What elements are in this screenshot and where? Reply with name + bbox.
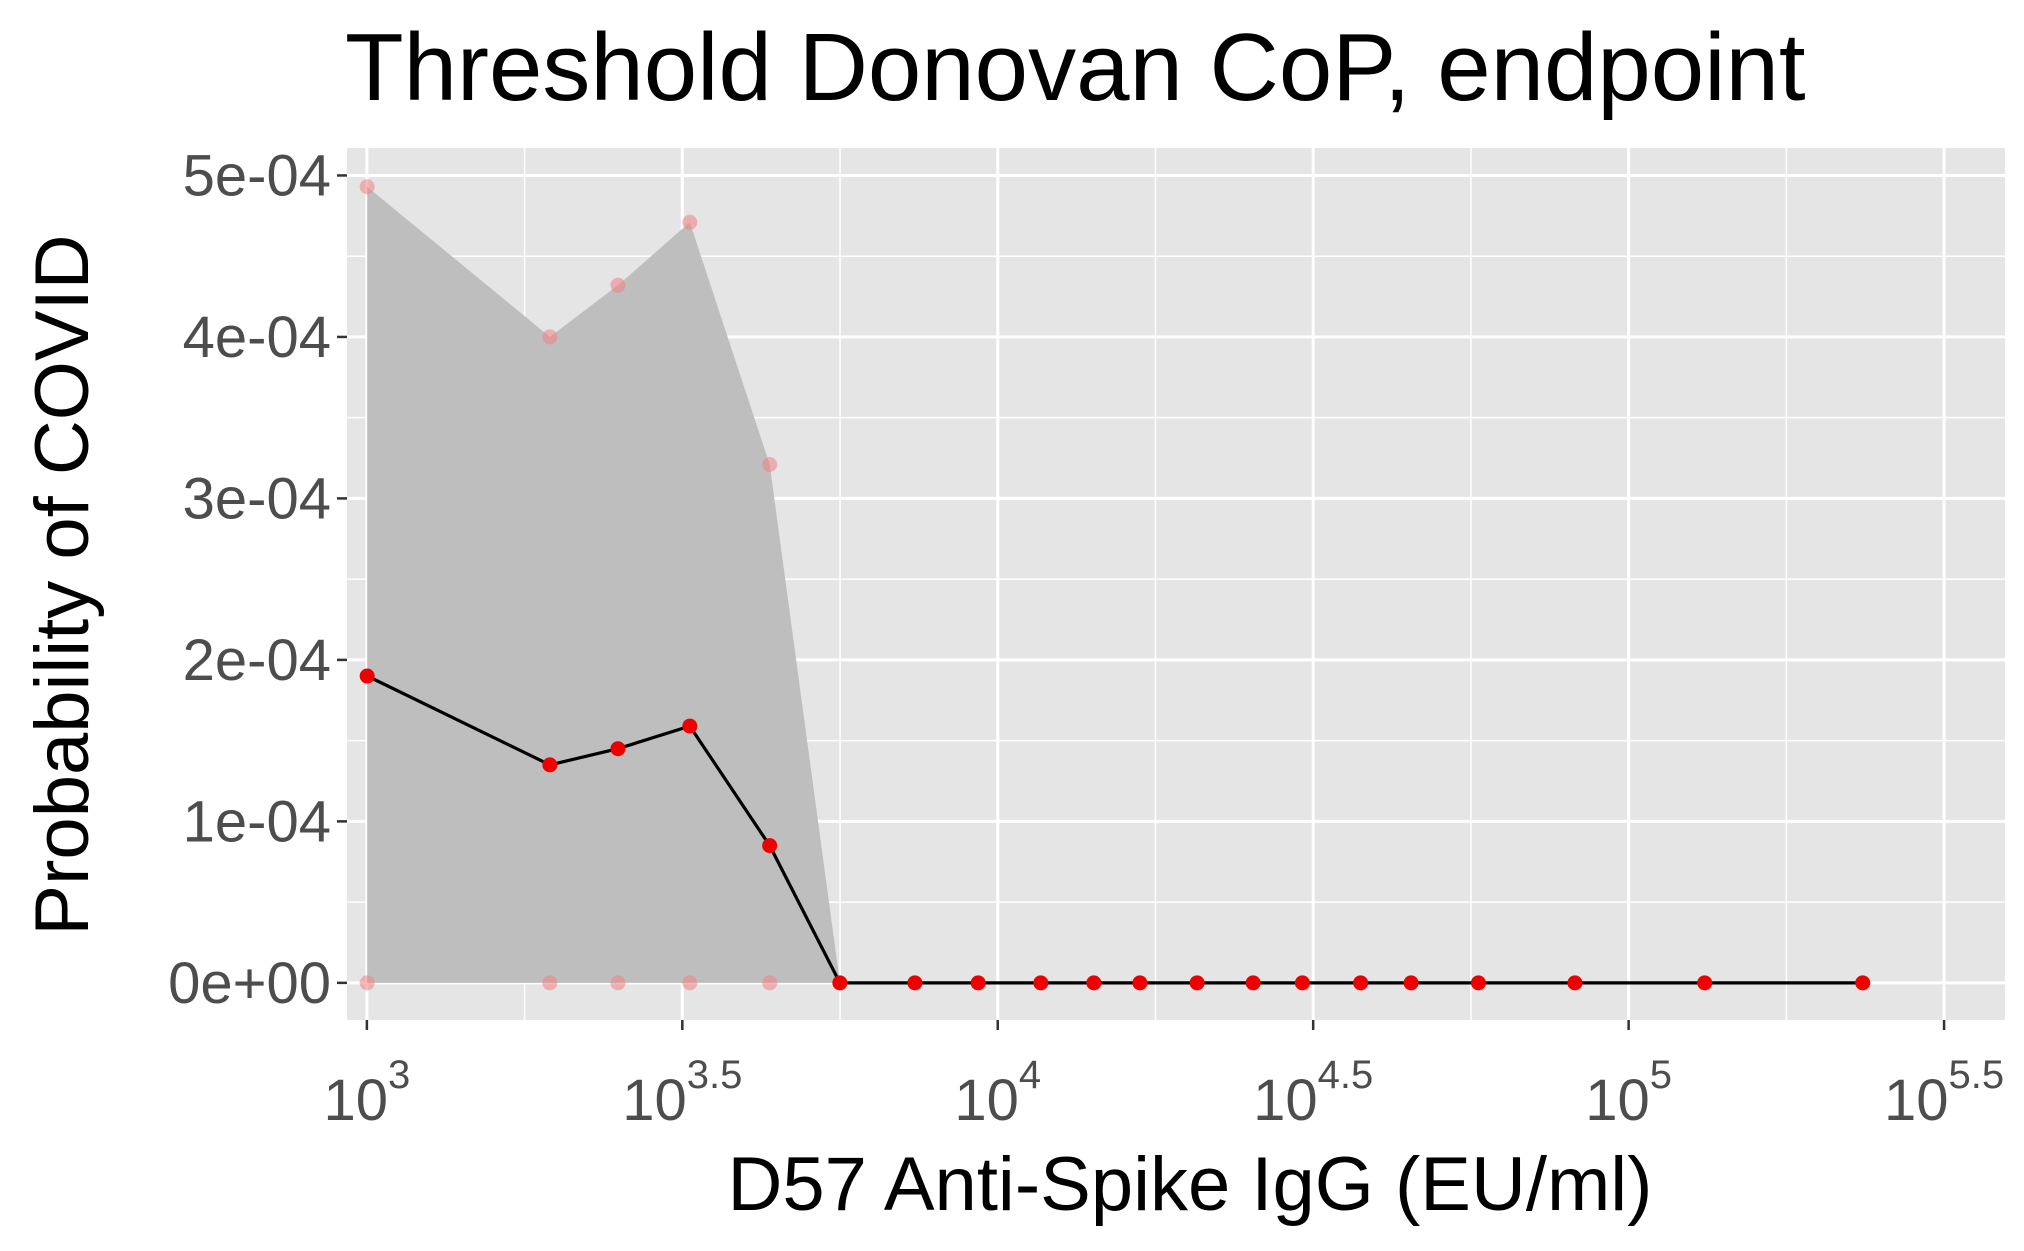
estimate-line bbox=[366, 674, 1863, 985]
upper-bound-point bbox=[610, 277, 626, 293]
upper-bound-point bbox=[359, 179, 375, 195]
estimate-point bbox=[682, 718, 698, 734]
estimate-point bbox=[542, 757, 558, 773]
estimate-point bbox=[610, 741, 626, 757]
upper-bound-point bbox=[762, 457, 778, 473]
estimate-point bbox=[832, 975, 848, 991]
x-tick-label: 103.5 bbox=[622, 1053, 742, 1133]
x-tick-label: 105.5 bbox=[1884, 1053, 2004, 1133]
lower-bound-point bbox=[359, 975, 375, 991]
axes: 0e+00 1e-04 2e-04 3e-04 4e-04 5e-04 103 103.5 10… bbox=[168, 143, 2004, 1133]
estimate-point bbox=[1403, 975, 1419, 991]
x-tick-label: 104 bbox=[954, 1053, 1041, 1133]
x-tick-label: 105 bbox=[1585, 1053, 1672, 1133]
estimate-point bbox=[970, 975, 986, 991]
y-tick-label: 2e-04 bbox=[183, 628, 331, 693]
estimate-point bbox=[1245, 975, 1261, 991]
x-tick-label: 104.5 bbox=[1253, 1053, 1373, 1133]
estimate-point bbox=[762, 838, 778, 854]
x-tick-label: 103 bbox=[324, 1053, 411, 1133]
estimate-point bbox=[1132, 975, 1148, 991]
y-tick-label: 3e-04 bbox=[183, 466, 331, 531]
chart-title: Threshold Donovan CoP, endpoint bbox=[345, 14, 1806, 121]
estimate-point bbox=[1086, 975, 1102, 991]
y-tick-label: 0e+00 bbox=[168, 951, 331, 1016]
estimate-point bbox=[1567, 975, 1583, 991]
estimate-point bbox=[907, 975, 923, 991]
estimate-point bbox=[1855, 975, 1871, 991]
y-tick-label: 4e-04 bbox=[183, 305, 331, 370]
confidence-ribbon bbox=[367, 186, 1863, 983]
upper-bound-point bbox=[542, 329, 558, 345]
y-tick-label: 1e-04 bbox=[183, 789, 331, 854]
lower-bound-point bbox=[542, 975, 558, 991]
estimate-point bbox=[1697, 975, 1713, 991]
y-tick-label: 5e-04 bbox=[183, 143, 331, 208]
estimate-point bbox=[1353, 975, 1369, 991]
estimate-point bbox=[1294, 975, 1310, 991]
lower-bound-point bbox=[682, 975, 698, 991]
x-axis-title: D57 Anti-Spike IgG (EU/ml) bbox=[728, 1142, 1653, 1227]
y-axis-title: Probability of COVID bbox=[20, 234, 105, 935]
lower-bound-point bbox=[762, 975, 778, 991]
estimate-point bbox=[1189, 975, 1205, 991]
estimate-point bbox=[1033, 975, 1049, 991]
plot-panel bbox=[347, 148, 2005, 1020]
estimate-point bbox=[359, 668, 375, 684]
lower-bound-point bbox=[610, 975, 626, 991]
upper-bound-point bbox=[682, 214, 698, 230]
estimate-point bbox=[1470, 975, 1486, 991]
